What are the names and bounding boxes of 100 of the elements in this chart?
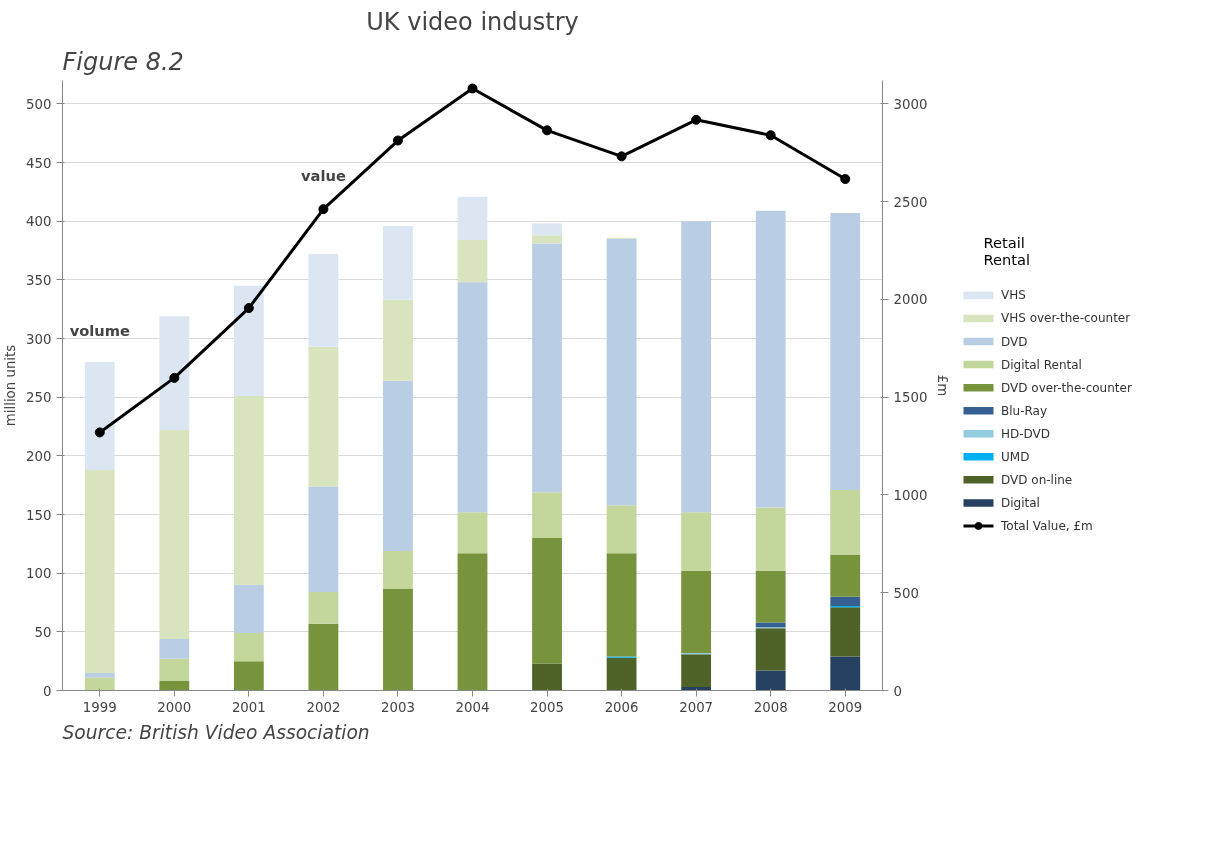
x-tick-label: 2009 — [828, 699, 863, 715]
bar — [532, 223, 562, 236]
bar — [308, 486, 339, 592]
bar — [457, 240, 488, 283]
point — [169, 372, 180, 383]
y-tick-label: 500 — [26, 96, 52, 112]
annotation: volume — [69, 321, 130, 339]
bar — [457, 553, 488, 691]
point — [318, 204, 329, 215]
bar — [84, 672, 115, 678]
legend-label: VHS — [1001, 288, 1026, 303]
point — [542, 125, 553, 136]
x-tick-label: 2008 — [753, 699, 788, 715]
bar — [755, 507, 786, 571]
bar — [606, 238, 637, 506]
bar — [308, 623, 339, 691]
y2-axis-title: £m — [935, 374, 951, 397]
bar — [383, 225, 413, 300]
caption: Figure 8.2 — [62, 47, 184, 76]
y2-tick-label: 0 — [893, 683, 902, 699]
y-tick-label: 150 — [26, 507, 52, 523]
bar — [383, 299, 413, 381]
bar — [830, 656, 861, 691]
bar — [84, 677, 115, 691]
legend-label: VHS over-the-counter — [1001, 311, 1131, 326]
y2-tick-label: 1500 — [893, 390, 928, 406]
bar — [383, 380, 413, 551]
bar — [308, 346, 339, 487]
x-tick-label: 2006 — [604, 699, 639, 715]
y-tick-label: 200 — [26, 448, 52, 464]
bar — [457, 282, 488, 513]
point — [94, 427, 105, 438]
y-tick-label: 450 — [26, 155, 52, 171]
bar — [532, 243, 562, 493]
x-tick-label: 2003 — [381, 699, 415, 715]
bar — [159, 681, 190, 691]
bar — [233, 633, 264, 662]
y-tick-label: 350 — [26, 272, 52, 288]
bar — [383, 588, 413, 691]
bar — [84, 362, 115, 470]
bar — [606, 553, 637, 657]
bar — [830, 213, 861, 490]
point — [392, 135, 403, 146]
bar — [308, 591, 339, 624]
x-tick-label: 1999 — [82, 699, 117, 715]
bar — [532, 235, 562, 244]
bar — [755, 210, 786, 508]
bar — [84, 469, 115, 673]
bar — [830, 596, 861, 607]
y2-tick-label: 2500 — [893, 194, 928, 210]
y2-tick-label: 2000 — [893, 292, 928, 308]
y2-tick-label: 1000 — [893, 487, 928, 503]
bar — [681, 570, 712, 653]
point — [691, 114, 702, 125]
y2-tick-label: 3000 — [893, 96, 928, 112]
x-tick-label: 2002 — [306, 699, 341, 715]
bar — [532, 663, 562, 691]
legend-label: Total Value, £m — [1000, 518, 1093, 533]
annotation: value — [300, 166, 346, 184]
legend-label: Blu-Ray — [1001, 403, 1048, 418]
x-tick-label: 2007 — [679, 699, 714, 715]
x-tick-label: 2004 — [455, 699, 490, 715]
bar — [233, 285, 264, 397]
bar — [606, 505, 637, 554]
bar — [755, 670, 786, 691]
bar — [681, 654, 712, 687]
point — [467, 83, 478, 94]
legend-label: DVD on-line — [1001, 472, 1073, 487]
y2-tick-label: 500 — [893, 585, 919, 601]
y-tick-label: 300 — [26, 331, 52, 347]
bar — [233, 396, 264, 585]
bar — [755, 628, 786, 671]
bar — [681, 221, 712, 513]
bar — [457, 196, 488, 241]
source-note: Source: British Video Association — [62, 721, 370, 743]
legend-label: Digital — [1001, 495, 1040, 510]
bar — [308, 254, 339, 347]
text: Rental — [983, 251, 1031, 269]
bar — [233, 584, 264, 634]
bar — [159, 658, 190, 682]
bar — [532, 538, 562, 664]
point — [616, 151, 627, 162]
bar — [383, 550, 413, 589]
bar — [457, 512, 488, 554]
legend-label: Digital Rental — [1001, 357, 1082, 372]
bar — [755, 622, 786, 628]
bar — [159, 638, 190, 659]
bar — [532, 492, 562, 538]
y-tick-label: 400 — [26, 214, 52, 230]
point — [840, 174, 851, 185]
legend-label: UMD — [1001, 449, 1030, 464]
text: Retail — [983, 233, 1025, 251]
chart-title: UK video industry — [366, 7, 579, 36]
x-tick-label: 2005 — [530, 699, 565, 715]
bar — [830, 489, 861, 555]
x-tick-label: 2001 — [231, 699, 266, 715]
y-tick-label: 0 — [43, 683, 52, 699]
legend-label: DVD — [1001, 334, 1028, 349]
bar — [830, 554, 861, 597]
x-tick-label: 2000 — [157, 699, 192, 715]
